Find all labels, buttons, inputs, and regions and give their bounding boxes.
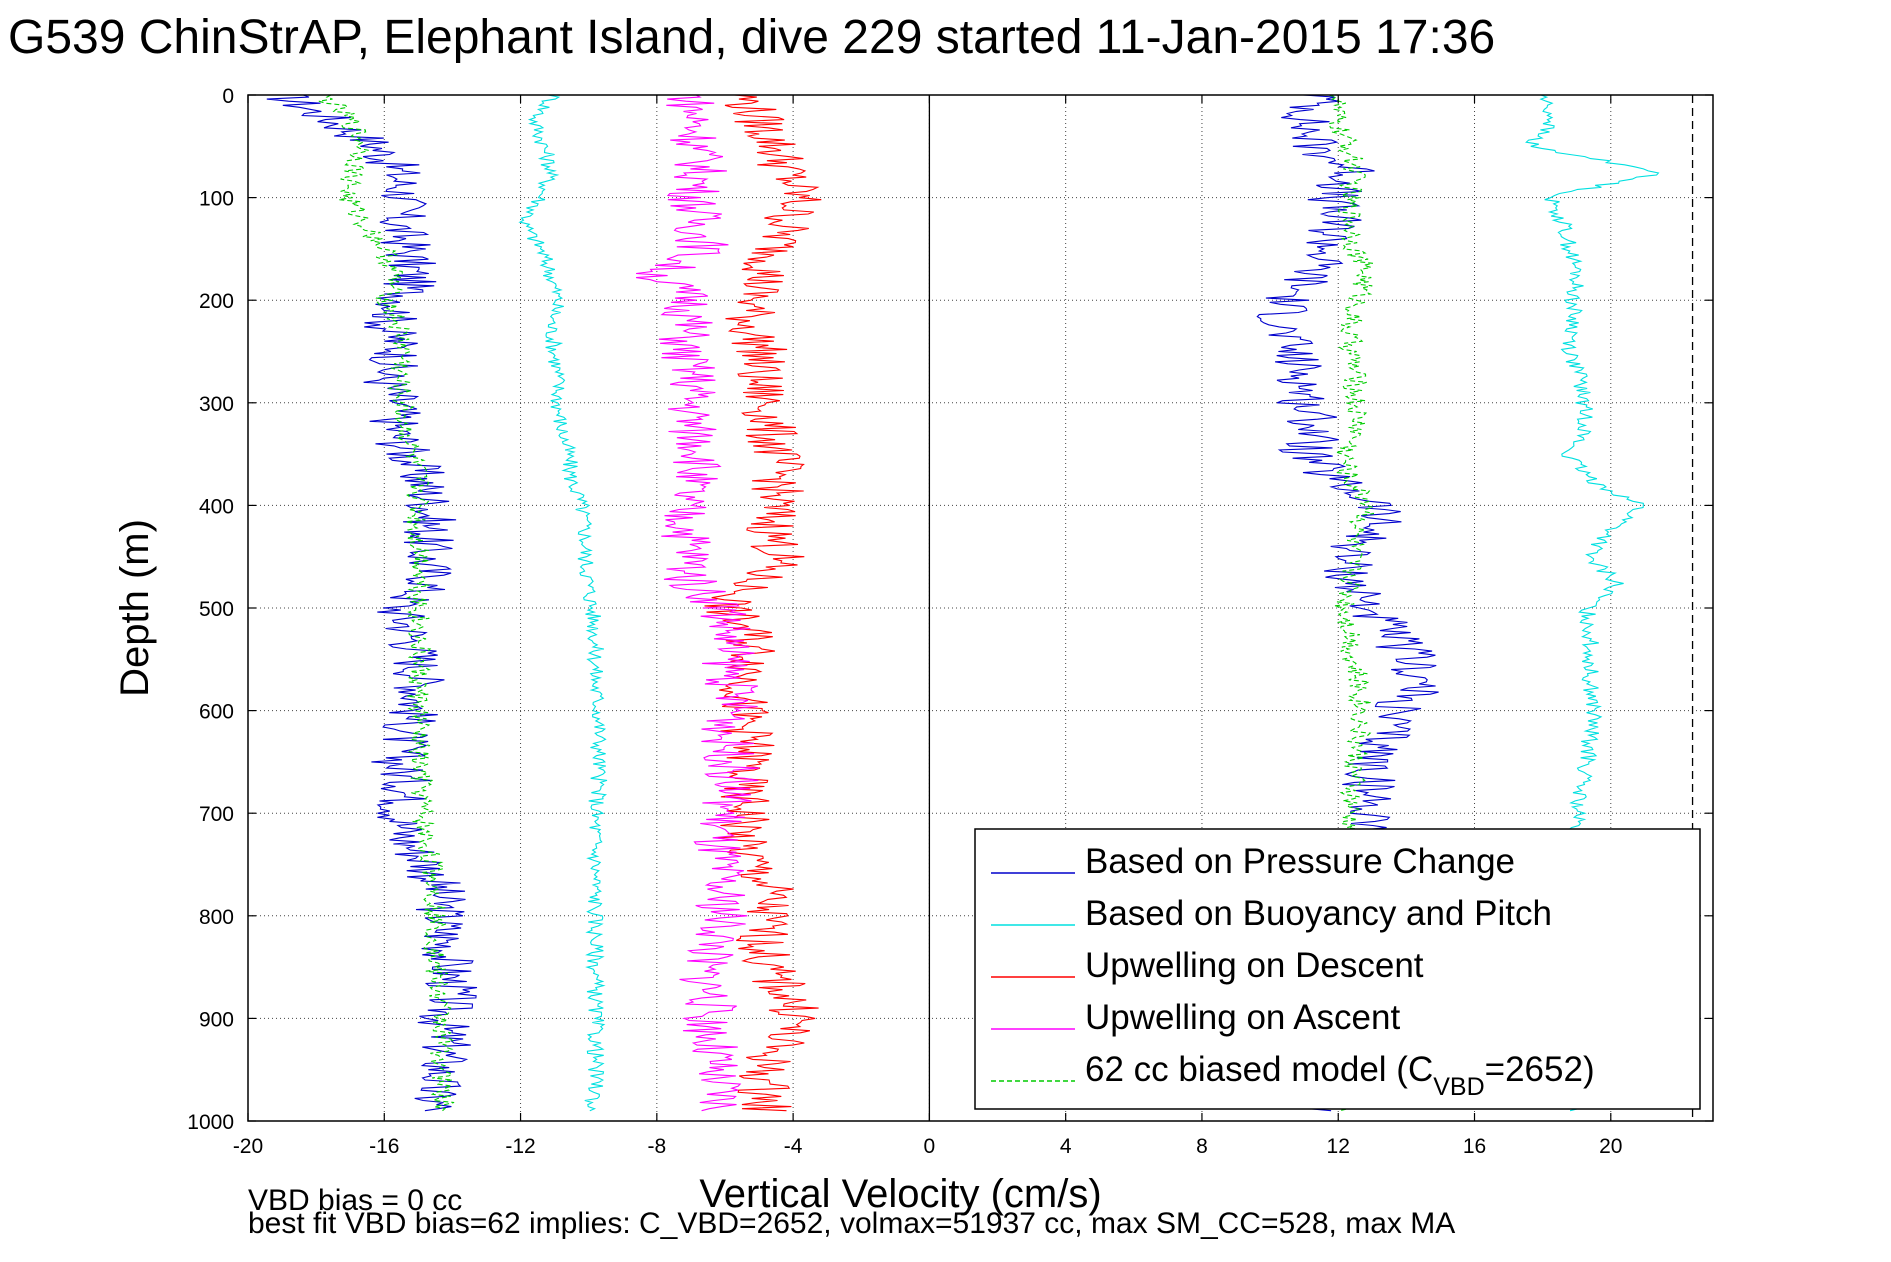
y-tick-label: 1000 [187,1111,234,1134]
series-line [266,94,478,1112]
legend-label-text: 62 cc biased model (C [1085,1050,1433,1089]
chart-title: G539 ChinStrAP, Elephant Island, dive 22… [8,11,1496,64]
series-line [518,94,608,1112]
legend-label: Based on Buoyancy and Pitch [1085,894,1552,933]
series-line [318,94,455,1112]
legend: Based on Pressure Change Based on Buoyanc… [974,828,1701,1110]
y-tick-label: 800 [199,906,234,929]
y-tick-label: 700 [199,803,234,826]
series-line [636,94,760,1112]
reference-lines [928,95,1694,1121]
y-tick-label: 300 [199,393,234,416]
legend-label-text: Upwelling on Descent [1085,946,1424,985]
y-tick-label: 600 [199,701,234,724]
x-tick-label: 12 [1327,1135,1350,1158]
best-fit-note: best fit VBD bias=62 implies: C_VBD=2652… [248,1207,1456,1240]
x-tick-label: 16 [1463,1135,1486,1158]
legend-label-text: Based on Pressure Change [1085,842,1515,881]
y-tick-label: 200 [199,290,234,313]
x-tick-label: -12 [505,1135,535,1158]
series-line [704,94,822,1112]
legend-label: Based on Pressure Change [1085,842,1515,881]
vbd-bias-note: VBD bias = 0 cc [248,1184,463,1217]
x-tick-label: -20 [233,1135,263,1158]
legend-label-text: Based on Buoyancy and Pitch [1085,894,1552,933]
x-tick-label: -4 [784,1135,803,1158]
legend-label-text: Upwelling on Ascent [1085,998,1400,1037]
legend-label-suffix: =2652) [1485,1050,1595,1089]
x-tick-label: 0 [924,1135,936,1158]
y-axis-label: Depth (m) [113,519,157,697]
x-tick-label: 8 [1196,1135,1208,1158]
x-tick-label: -16 [369,1135,399,1158]
legend-box [974,828,1701,1110]
legend-label-subscript: VBD [1433,1073,1484,1101]
legend-label: Upwelling on Descent [1085,946,1424,985]
y-tick-label: 500 [199,598,234,621]
x-tick-label: 4 [1060,1135,1072,1158]
y-tick-label: 0 [222,85,234,108]
legend-label: Upwelling on Ascent [1085,998,1400,1037]
axis-ticks: -20 -16 -12 -8 -4 0 4 8 12 16 20010020030040050060… [187,85,1713,1158]
y-tick-label: 100 [199,188,234,211]
x-axis-label: Vertical Velocity (cm/s) [699,1172,1101,1216]
x-tick-label: -8 [647,1135,666,1158]
y-tick-label: 900 [199,1008,234,1031]
x-tick-label: 20 [1599,1135,1622,1158]
y-tick-label: 400 [199,495,234,518]
legend-label: 62 cc biased model (CVBD=2652) [1085,1050,1595,1101]
